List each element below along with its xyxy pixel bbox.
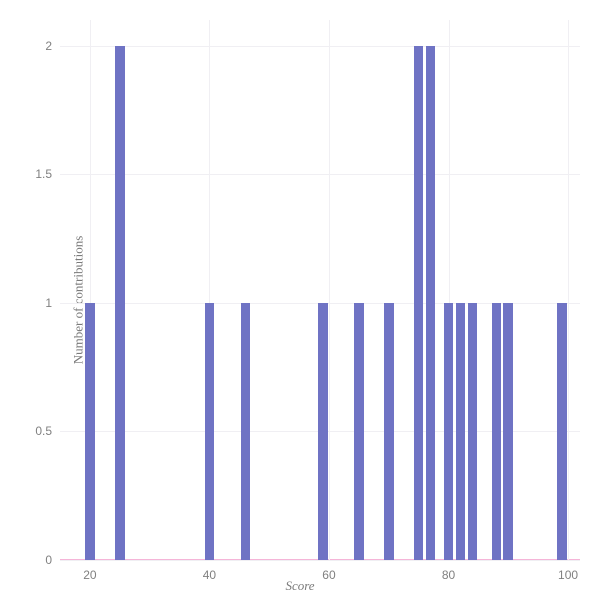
histogram-bar — [241, 303, 251, 560]
x-axis-title: Score — [285, 578, 314, 594]
histogram-bar — [318, 303, 328, 560]
histogram-bar — [354, 303, 364, 560]
y-tick-label: 1.5 — [35, 167, 52, 181]
histogram-bar — [456, 303, 466, 560]
y-tick-label: 2 — [45, 39, 52, 53]
y-tick-label: 1 — [45, 296, 52, 310]
gridline-vertical — [329, 20, 330, 560]
histogram-bar — [426, 46, 436, 560]
histogram-bar — [85, 303, 95, 560]
y-tick-label: 0 — [45, 553, 52, 567]
histogram-bar — [414, 46, 424, 560]
x-tick-label: 60 — [322, 568, 335, 582]
gridline-horizontal — [60, 46, 580, 47]
gridline-vertical — [568, 20, 569, 560]
gridline-horizontal — [60, 560, 580, 561]
histogram-bar — [557, 303, 567, 560]
x-tick-label: 20 — [83, 568, 96, 582]
histogram-bar — [205, 303, 215, 560]
histogram-bar — [492, 303, 502, 560]
histogram-bar — [384, 303, 394, 560]
x-tick-label: 100 — [558, 568, 578, 582]
gridline-horizontal — [60, 174, 580, 175]
histogram-bar — [115, 46, 125, 560]
x-tick-label: 80 — [442, 568, 455, 582]
x-tick-label: 40 — [203, 568, 216, 582]
histogram-bar — [468, 303, 478, 560]
y-tick-label: 0.5 — [35, 424, 52, 438]
histogram-bar — [503, 303, 513, 560]
chart-plot-area: 00.511.5220406080100 — [60, 20, 580, 560]
histogram-bar — [444, 303, 454, 560]
